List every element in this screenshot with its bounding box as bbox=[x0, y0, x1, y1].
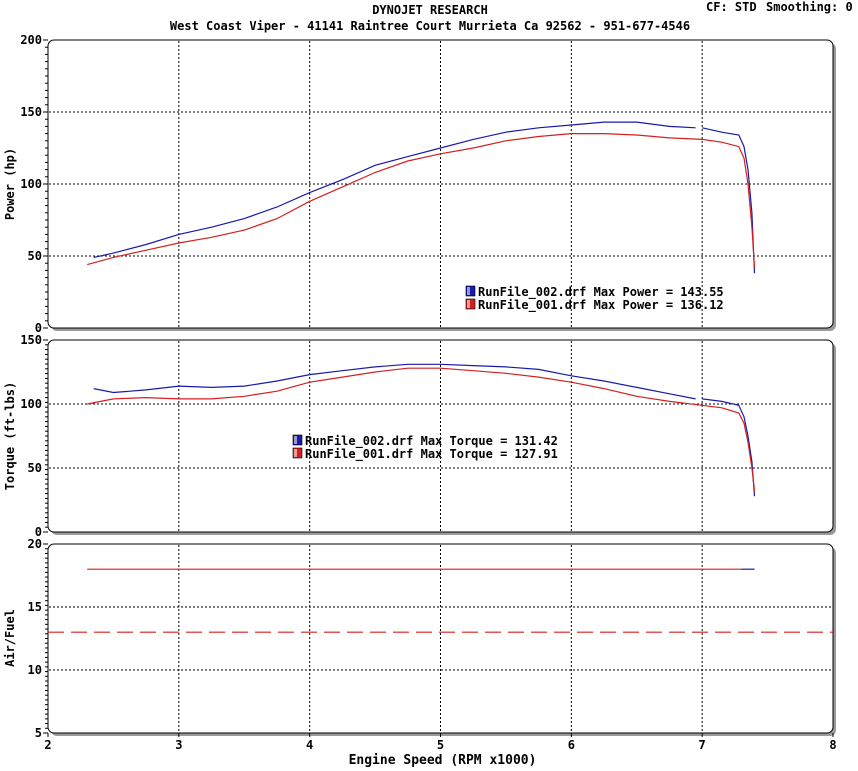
y-tick-label: 100 bbox=[20, 397, 42, 411]
cf-label: CF: STD bbox=[706, 0, 757, 14]
legend-swatch bbox=[292, 434, 303, 446]
x-tick-label: 6 bbox=[568, 738, 575, 752]
y-tick-label: 0 bbox=[35, 321, 42, 335]
chart-panel-1: 0 50 100 150 200 Power (hp) RunFile_002.drf Ma… bbox=[3, 33, 836, 335]
legend-swatch-highlight bbox=[294, 436, 297, 444]
y-tick-label: 150 bbox=[20, 333, 42, 347]
series-line-runfile-001-drf bbox=[87, 367, 756, 492]
y-tick-label: 200 bbox=[20, 33, 42, 47]
legend-entry: RunFile_002.drf Max Torque = 131.42 bbox=[305, 434, 558, 449]
x-tick-label: 8 bbox=[829, 738, 836, 752]
y-tick-label: 50 bbox=[28, 249, 42, 263]
series-line-runfile-002-drf bbox=[702, 398, 756, 497]
series-line-runfile-002-drf bbox=[702, 127, 756, 274]
y-tick-label: 15 bbox=[28, 600, 42, 614]
x-tick-label: 4 bbox=[306, 738, 313, 752]
y-axis-label: Air/Fuel bbox=[3, 609, 17, 667]
y-tick-label: 20 bbox=[28, 537, 42, 551]
legend-swatch-highlight bbox=[294, 449, 297, 457]
legend-entry: RunFile_001.drf Max Torque = 127.91 bbox=[305, 447, 558, 462]
chart-title: DYNOJET RESEARCH bbox=[372, 3, 488, 17]
y-tick-label: 0 bbox=[35, 525, 42, 539]
legend-entry: RunFile_001.drf Max Power = 136.12 bbox=[478, 298, 724, 313]
legend-swatch bbox=[292, 447, 303, 459]
chart-panel-2: 0 50 100 150 Torque (ft-lbs) RunFile_002.drf … bbox=[3, 333, 836, 539]
x-tick-label: 2 bbox=[44, 738, 51, 752]
legend-swatch-highlight bbox=[467, 300, 470, 308]
y-tick-label: 50 bbox=[28, 461, 42, 475]
y-tick-label: 150 bbox=[20, 105, 42, 119]
legend-entry: RunFile_002.drf Max Power = 143.55 bbox=[478, 285, 724, 300]
smoothing-label: Smoothing: 0 bbox=[766, 0, 853, 14]
x-tick-label: 7 bbox=[699, 738, 706, 752]
series-line-runfile-001-drf bbox=[87, 133, 756, 268]
legend-swatch-highlight bbox=[467, 287, 470, 295]
y-axis-label: Power (hp) bbox=[3, 148, 17, 220]
series-line-runfile-002-drf bbox=[93, 121, 696, 258]
series-line-runfile-002-drf bbox=[93, 363, 696, 400]
x-tick-label: 3 bbox=[175, 738, 182, 752]
x-tick-label: 5 bbox=[437, 738, 444, 752]
y-tick-label: 5 bbox=[35, 726, 42, 740]
x-axis-label: Engine Speed (RPM x1000) bbox=[349, 753, 537, 767]
legend-swatch bbox=[465, 285, 476, 297]
y-axis-label: Torque (ft-lbs) bbox=[3, 382, 17, 490]
legend-swatch bbox=[465, 298, 476, 310]
chart-panel-3: 5 10 15 20 Air/Fuel 2 3 4 5 6 7 8 Engine Speed (RPM … bbox=[3, 537, 837, 768]
y-tick-label: 100 bbox=[20, 177, 42, 191]
chart-subtitle: West Coast Viper - 41141 Raintree Court … bbox=[170, 19, 690, 33]
y-tick-label: 10 bbox=[28, 663, 42, 677]
